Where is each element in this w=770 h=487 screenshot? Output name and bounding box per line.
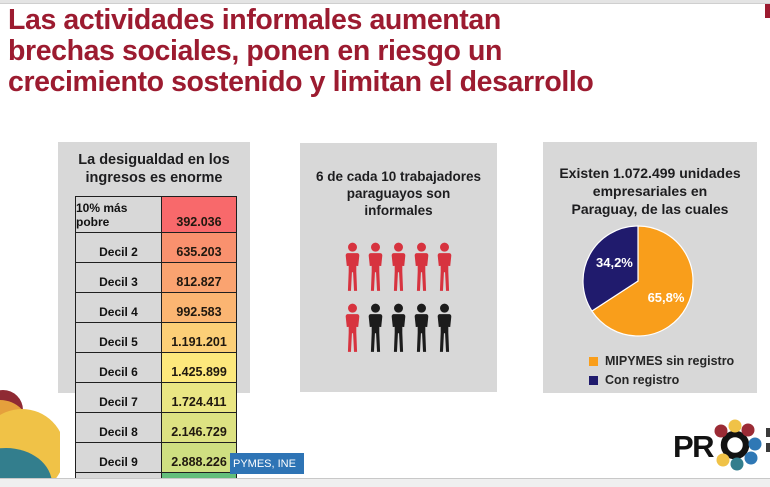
- table-row: Decil 5 1.191.201: [76, 323, 236, 353]
- edge-text-fragment: [766, 428, 770, 437]
- edge-text-fragment: [766, 443, 770, 452]
- legend-swatch-navy: [589, 375, 598, 385]
- row-value-cell: 1.724.411: [162, 383, 236, 412]
- logo-dots: [714, 419, 762, 471]
- bottom-bar: [0, 478, 770, 487]
- table-row: Decil 8 2.146.729: [76, 413, 236, 443]
- logo-dot: [730, 457, 744, 471]
- top-border-line: [0, 0, 770, 4]
- row-label-cell: Decil 7: [76, 383, 162, 412]
- legend-item-con-registro: Con registro: [589, 373, 679, 387]
- table-row: Decil 4 992.583: [76, 293, 236, 323]
- income-panel-title: La desigualdad en los ingresos es enorme: [78, 152, 230, 186]
- row-label-cell: Decil 8: [76, 413, 162, 442]
- person-icon: [437, 242, 452, 291]
- logo-dot: [744, 451, 758, 465]
- pictogram-row-mixed: [300, 303, 497, 353]
- pictogram-row-informal: [300, 242, 497, 292]
- row-label-cell: Decil 9: [76, 443, 162, 472]
- top-right-accent: [765, 4, 770, 18]
- row-value-cell: 1.191.201: [162, 323, 236, 352]
- table-row: Decil 7 1.724.411: [76, 383, 236, 413]
- person-icon: [345, 242, 360, 291]
- row-label-cell: Decil 4: [76, 293, 162, 322]
- row-value-cell: 635.203: [162, 233, 236, 262]
- table-row: Decil 2 635.203: [76, 233, 236, 263]
- legend-swatch-orange: [589, 356, 598, 366]
- row-label-cell: Decil 5: [76, 323, 162, 352]
- table-row: Decil 3 812.827: [76, 263, 236, 293]
- row-value-cell: 392.036: [162, 197, 236, 232]
- logo-dot: [716, 453, 730, 467]
- person-icon: [368, 303, 383, 352]
- informality-panel-title: 6 de cada 10 trabajadores paraguayos son…: [315, 169, 482, 218]
- pie-slice: [582, 225, 639, 312]
- logo-dot: [741, 423, 755, 437]
- logo-o-ring: [720, 430, 750, 460]
- table-row: 10% más pobre 392.036: [76, 197, 236, 233]
- legend-item-sin-registro: MIPYMES sin registro: [589, 354, 734, 368]
- slide-title: Las actividades informales aumentan brec…: [8, 4, 594, 98]
- row-value-cell: 1.425.899: [162, 353, 236, 382]
- logo-dot: [748, 437, 762, 451]
- row-label-cell: Decil 2: [76, 233, 162, 262]
- person-icon: [391, 242, 406, 291]
- source-badge: PYMES, INE: [230, 453, 304, 474]
- income-table: 10% más pobre 392.036 Decil 2 635.203 Decil …: [75, 196, 237, 487]
- logo-dot: [714, 424, 728, 438]
- legend-label: Con registro: [605, 373, 680, 387]
- person-icon: [414, 242, 429, 291]
- person-icon: [368, 242, 383, 291]
- pie-slice: [591, 225, 694, 337]
- row-value-cell: 2.888.226: [162, 443, 236, 472]
- pie-label-con-registro: 34,2%: [596, 255, 633, 270]
- person-icon: [345, 303, 360, 352]
- row-label-cell: Decil 3: [76, 263, 162, 292]
- person-icon: [437, 303, 452, 352]
- row-label-cell: Decil 6: [76, 353, 162, 382]
- row-label-cell: 10% más pobre: [76, 197, 162, 232]
- business-panel-title: Existen 1.072.499 unidades empresariales…: [559, 165, 741, 217]
- person-icon: [391, 303, 406, 352]
- business-panel: Existen 1.072.499 unidades empresariales…: [543, 142, 757, 393]
- pro-logo: PR: [673, 419, 762, 471]
- person-icon: [414, 303, 429, 352]
- legend-label: MIPYMES sin registro: [605, 354, 735, 368]
- row-value-cell: 992.583: [162, 293, 236, 322]
- row-value-cell: 812.827: [162, 263, 236, 292]
- table-row: Decil 9 2.888.226: [76, 443, 236, 473]
- corner-decoration: [0, 385, 60, 478]
- row-value-cell: 2.146.729: [162, 413, 236, 442]
- pie-label-sin-registro: 65,8%: [648, 290, 685, 305]
- table-row: Decil 6 1.425.899: [76, 353, 236, 383]
- pie-chart: 34,2% 65,8%: [582, 225, 694, 337]
- logo-text: PR: [673, 429, 714, 464]
- informality-panel: 6 de cada 10 trabajadores paraguayos son…: [300, 143, 497, 392]
- logo-dot: [728, 419, 742, 433]
